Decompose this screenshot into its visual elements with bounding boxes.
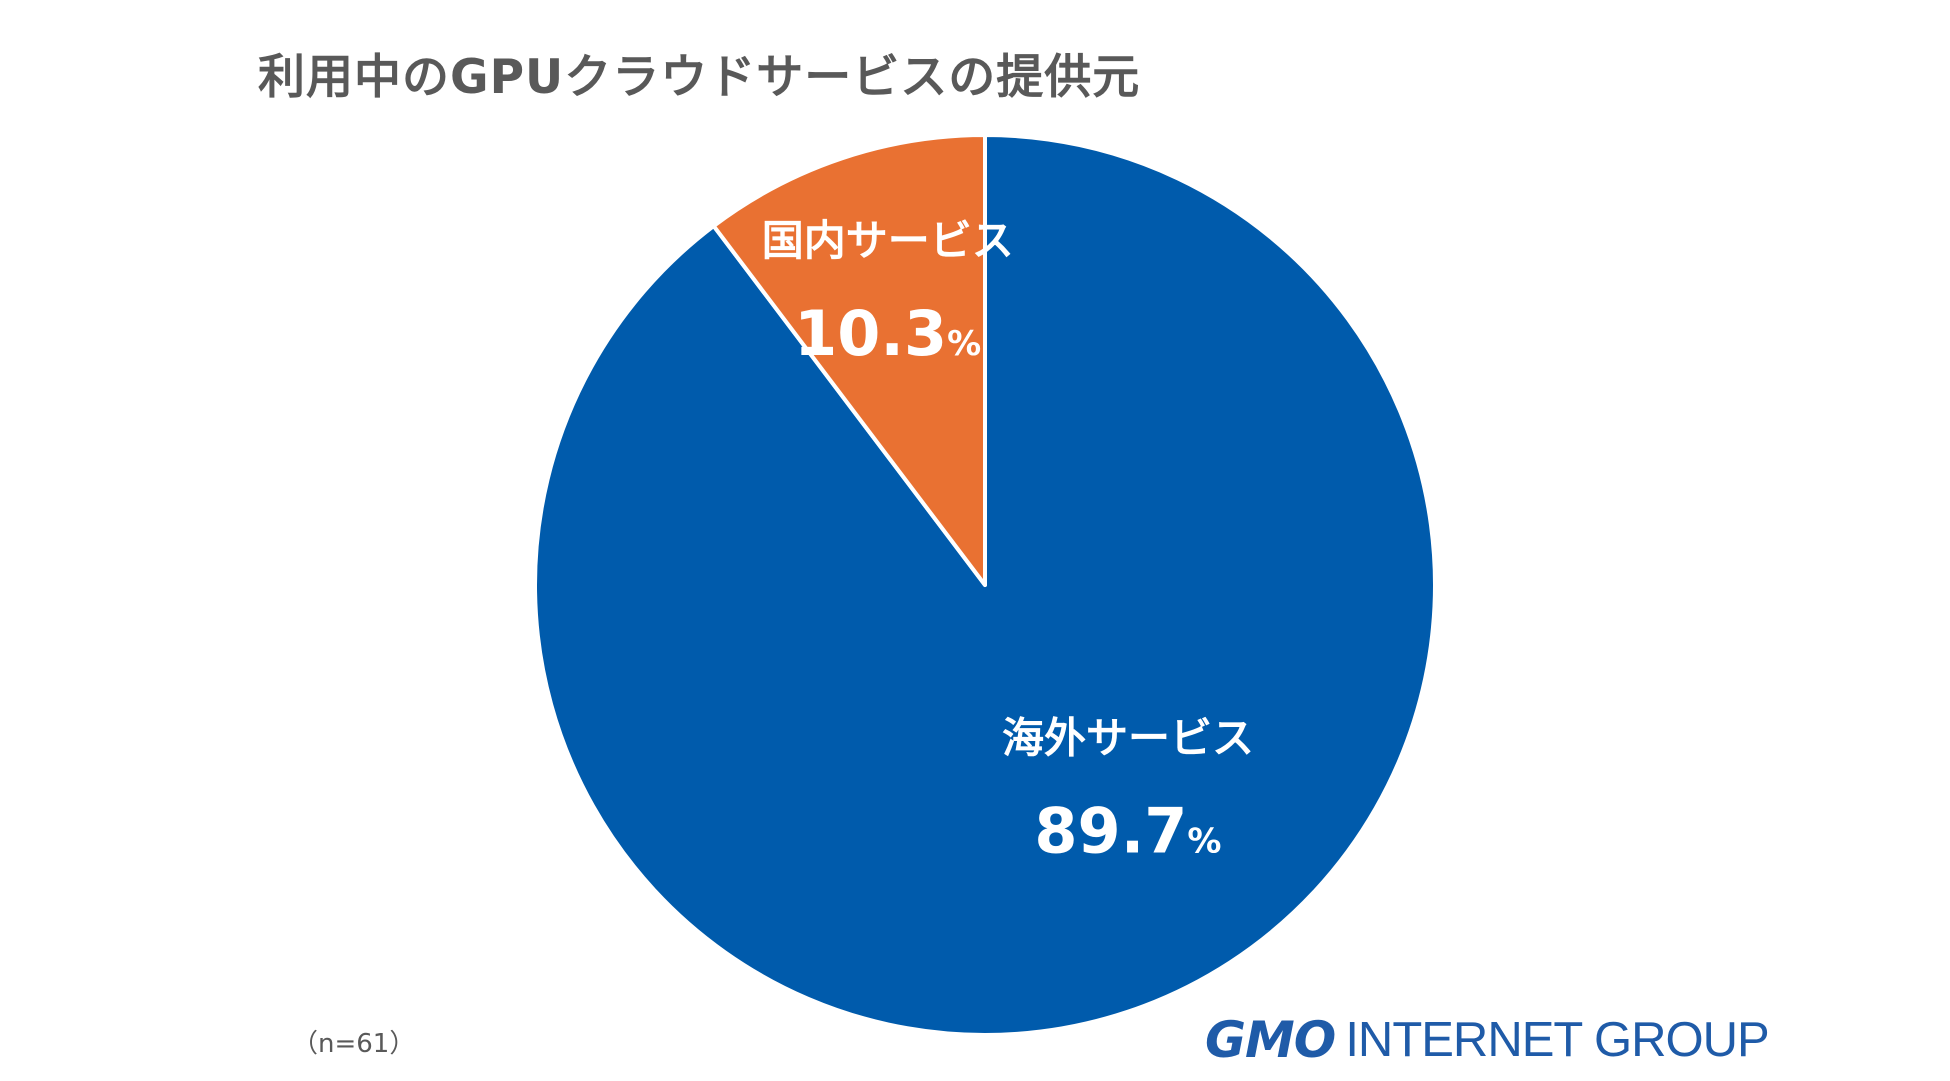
pie-slice-2 <box>711 133 987 587</box>
logo-text: INTERNET GROUP <box>1345 1013 1769 1067</box>
slice-value-label: 10.3% <box>794 297 981 370</box>
slice-value-label: 89.7% <box>1034 795 1221 868</box>
pie-labels: 海外サービス 89.7% 国内サービス 10.3% <box>762 216 1254 868</box>
slice-category-label: 海外サービス <box>1002 714 1254 763</box>
sample-size-note: （n=61） <box>292 1029 416 1059</box>
company-logo: GMO INTERNET GROUP <box>1205 1010 1770 1070</box>
chart-title: 利用中のGPUクラウドサービスの提供元 <box>258 50 1141 105</box>
logo-mark: GMO <box>1205 1011 1336 1069</box>
slice-category-label: 国内サービス <box>762 216 1014 265</box>
pie-slices <box>533 133 1437 1037</box>
